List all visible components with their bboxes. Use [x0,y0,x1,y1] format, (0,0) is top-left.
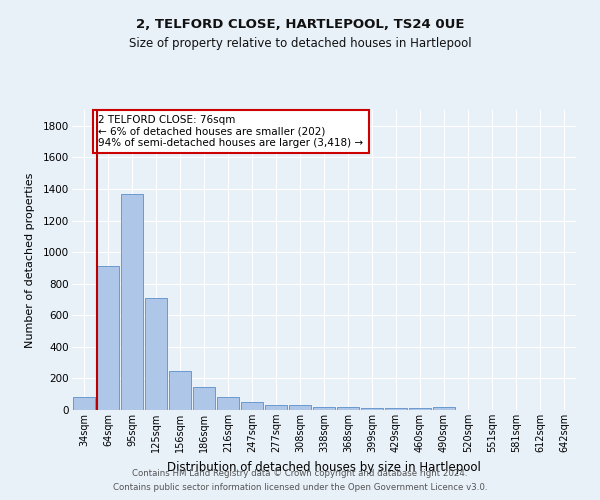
Bar [241,402,263,410]
Text: 2 TELFORD CLOSE: 76sqm
← 6% of detached houses are smaller (202)
94% of semi-det: 2 TELFORD CLOSE: 76sqm ← 6% of detached … [98,114,364,148]
Bar [313,407,335,410]
Bar [73,396,95,410]
Bar [193,386,215,410]
X-axis label: Distribution of detached houses by size in Hartlepool: Distribution of detached houses by size … [167,460,481,473]
Text: Size of property relative to detached houses in Hartlepool: Size of property relative to detached ho… [128,38,472,51]
Text: 2, TELFORD CLOSE, HARTLEPOOL, TS24 0UE: 2, TELFORD CLOSE, HARTLEPOOL, TS24 0UE [136,18,464,30]
Bar [409,408,431,410]
Bar [361,408,383,410]
Bar [385,408,407,410]
Y-axis label: Number of detached properties: Number of detached properties [25,172,35,348]
Bar [289,406,311,410]
Bar [97,266,119,410]
Text: Contains HM Land Registry data © Crown copyright and database right 2024.: Contains HM Land Registry data © Crown c… [132,468,468,477]
Bar [433,407,455,410]
Text: Contains public sector information licensed under the Open Government Licence v3: Contains public sector information licen… [113,484,487,492]
Bar [265,405,287,410]
Bar [145,298,167,410]
Bar [169,371,191,410]
Bar [121,194,143,410]
Bar [337,407,359,410]
Bar [217,396,239,410]
